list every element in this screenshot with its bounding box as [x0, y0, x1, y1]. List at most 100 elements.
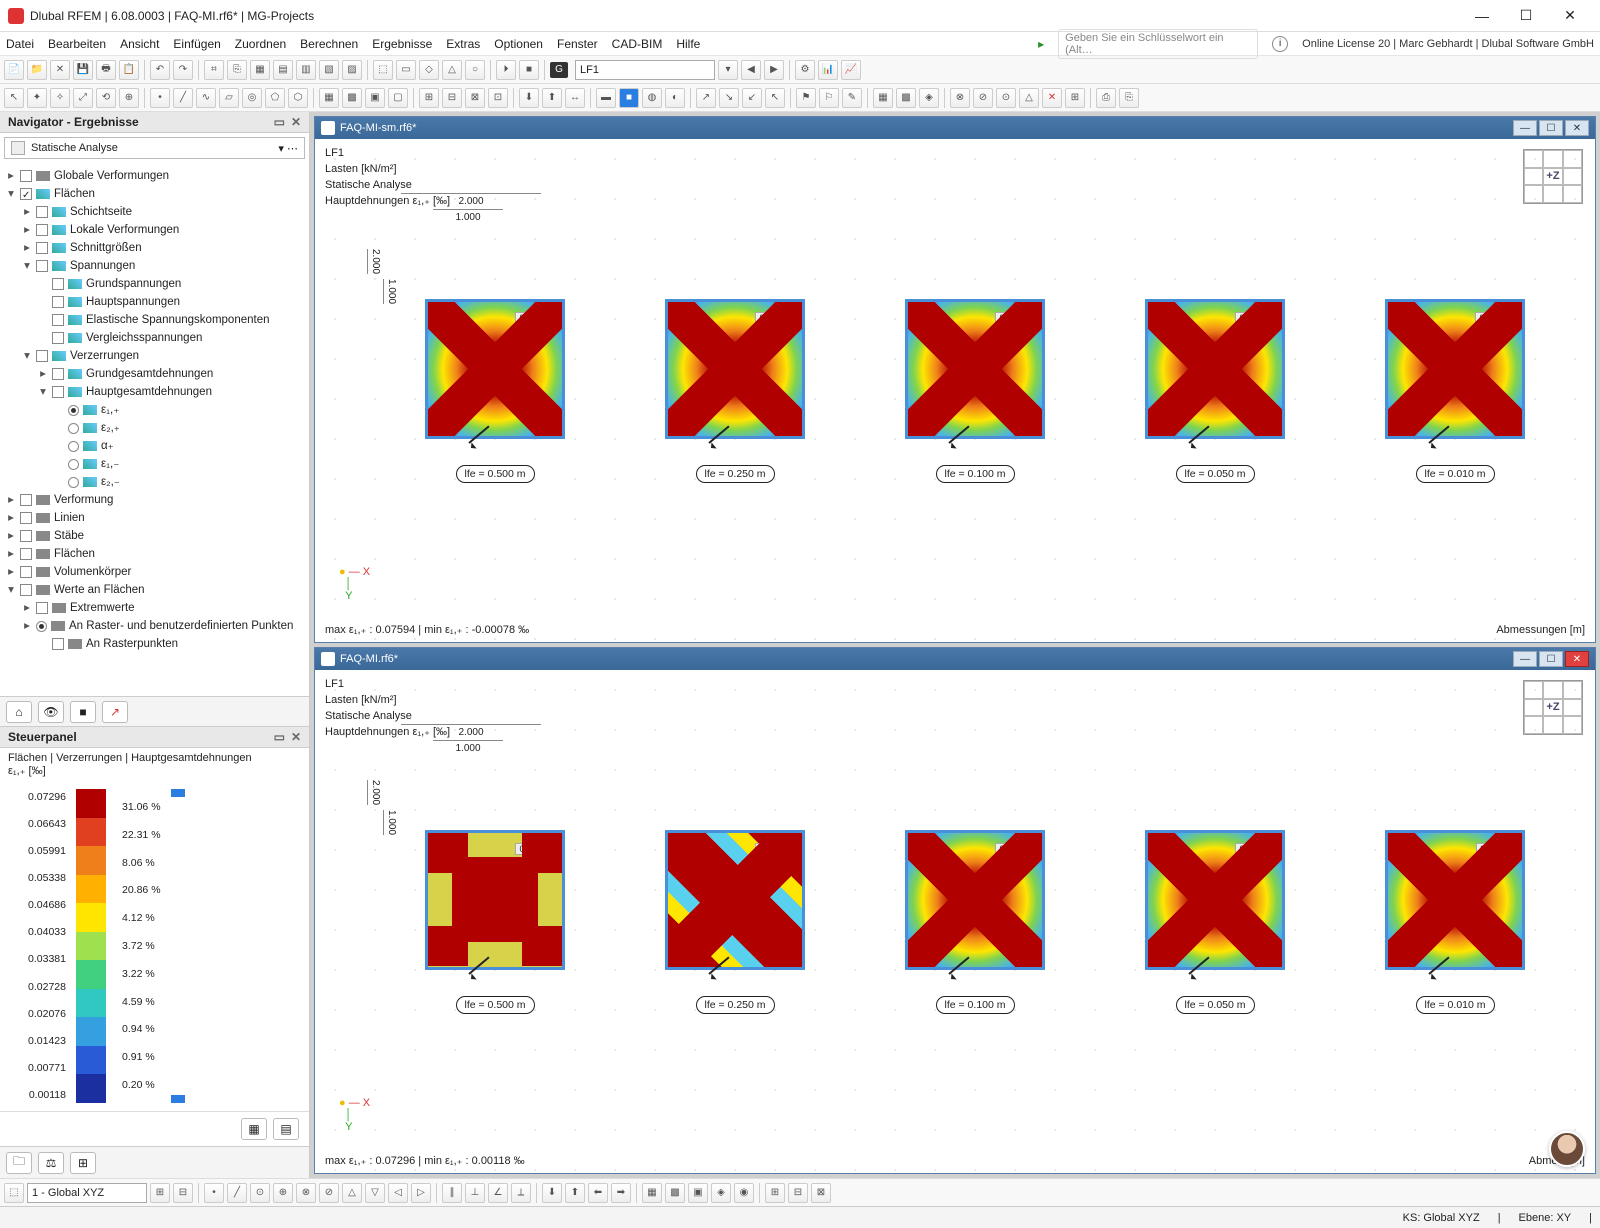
tool-button[interactable]: ⊗	[950, 88, 970, 108]
tool-button[interactable]: ✕	[1042, 88, 1062, 108]
tree-node[interactable]: ▸Grundgesamtdehnungen	[6, 365, 303, 383]
menu-item[interactable]: Ergebnisse	[372, 37, 432, 51]
tree-node[interactable]: ε₂,₊	[6, 419, 303, 437]
tree-node[interactable]: ▾Flächen	[6, 185, 303, 203]
tool-button[interactable]: ▤	[273, 60, 293, 80]
tab-icon[interactable]: 🗀	[6, 1152, 32, 1174]
tool-button[interactable]: ⊙	[996, 88, 1016, 108]
tool-button[interactable]: 📈	[841, 60, 861, 80]
tool-button[interactable]: ↘	[719, 88, 739, 108]
doc-min-button[interactable]: —	[1513, 651, 1537, 667]
tool-button[interactable]: ■	[519, 60, 539, 80]
tree-node[interactable]: ε₂,₋	[6, 473, 303, 491]
tool-button[interactable]: ↙	[742, 88, 762, 108]
tree-node[interactable]: ▸Stäbe	[6, 527, 303, 545]
tool-button[interactable]: ▥	[296, 60, 316, 80]
tree-node[interactable]: Grundspannungen	[6, 275, 303, 293]
tree-node[interactable]: An Rasterpunkten	[6, 635, 303, 653]
legend-settings-button[interactable]: ▦	[241, 1118, 267, 1140]
tab-icon[interactable]: ⚖	[38, 1152, 64, 1174]
tool-button[interactable]: △	[1019, 88, 1039, 108]
tool-button[interactable]: ⊞	[1065, 88, 1085, 108]
tool-button[interactable]: ↗	[696, 88, 716, 108]
tool-button[interactable]: ∿	[196, 88, 216, 108]
tree-node[interactable]: ▾Werte an Flächen	[6, 581, 303, 599]
tool-button[interactable]: ⎘	[227, 60, 247, 80]
menu-item[interactable]: Hilfe	[676, 37, 700, 51]
menu-item[interactable]: Berechnen	[300, 37, 358, 51]
maximize-button[interactable]: ☐	[1504, 2, 1548, 30]
tool-button[interactable]: ▦	[250, 60, 270, 80]
tree-node[interactable]: ε₁,₊	[6, 401, 303, 419]
doc-close-button[interactable]: ✕	[1565, 651, 1589, 667]
tree-node[interactable]: Vergleichsspannungen	[6, 329, 303, 347]
tool-button[interactable]: ⌗	[204, 60, 224, 80]
tool-button[interactable]: ▾	[718, 60, 738, 80]
tool-button[interactable]: ⬇	[519, 88, 539, 108]
minimize-button[interactable]: —	[1460, 2, 1504, 30]
tool-button[interactable]: ⤢	[73, 88, 93, 108]
tool-button[interactable]: ▶	[764, 60, 784, 80]
tool-button[interactable]: ⚐	[819, 88, 839, 108]
tree-node[interactable]: Hauptspannungen	[6, 293, 303, 311]
close-button[interactable]: ✕	[1548, 2, 1592, 30]
tool-button[interactable]: ○	[465, 60, 485, 80]
tool-button[interactable]: ▩	[896, 88, 916, 108]
tool-button[interactable]: ◍	[642, 88, 662, 108]
view-cube[interactable]: +Z	[1523, 149, 1583, 204]
tree-node[interactable]: ▸Volumenkörper	[6, 563, 303, 581]
tool-button[interactable]: ⎙	[1096, 88, 1116, 108]
menu-item[interactable]: Ansicht	[120, 37, 159, 51]
tree-node[interactable]: ε₁,₋	[6, 455, 303, 473]
tool-button[interactable]: ⊞	[419, 88, 439, 108]
result-tree[interactable]: ▸Globale Verformungen▾Flächen▸Schichtsei…	[0, 163, 309, 696]
tool-button[interactable]: ⎘	[1119, 88, 1139, 108]
tab-results-icon[interactable]: ↗	[102, 701, 128, 723]
tool-button[interactable]: ◇	[419, 60, 439, 80]
tree-node[interactable]: Elastische Spannungskomponenten	[6, 311, 303, 329]
tool-button[interactable]: ▦	[319, 88, 339, 108]
tree-node[interactable]: ▸Verformung	[6, 491, 303, 509]
tool-button[interactable]: ⏵	[496, 60, 516, 80]
tree-node[interactable]: ▸Schnittgrößen	[6, 239, 303, 257]
tool-button[interactable]: ◐	[665, 88, 685, 108]
tool-button[interactable]: ⟲	[96, 88, 116, 108]
tool-button[interactable]: ↶	[150, 60, 170, 80]
tool-button[interactable]: ◈	[919, 88, 939, 108]
tab-icon[interactable]: ⊞	[70, 1152, 96, 1174]
analysis-type-combo[interactable]: Statische Analyse ▾ ⋯	[4, 137, 305, 159]
doc-min-button[interactable]: —	[1513, 120, 1537, 136]
tool-button[interactable]: ▦	[873, 88, 893, 108]
tool-button[interactable]: △	[442, 60, 462, 80]
tool-button[interactable]: ✦	[27, 88, 47, 108]
legend-edit-button[interactable]: ▤	[273, 1118, 299, 1140]
panel-close-icon[interactable]: ✕	[291, 730, 301, 744]
tool-button[interactable]: 📄	[4, 60, 24, 80]
menu-item[interactable]: Fenster	[557, 37, 598, 51]
tool-button[interactable]: ✧	[50, 88, 70, 108]
tool-button[interactable]: ✕	[50, 60, 70, 80]
tool-button[interactable]: ✎	[842, 88, 862, 108]
tool-button[interactable]: ⊠	[465, 88, 485, 108]
menu-item[interactable]: Einfügen	[173, 37, 220, 51]
tool-button[interactable]: ▣	[365, 88, 385, 108]
tool-button[interactable]: ▧	[319, 60, 339, 80]
tab-data-icon[interactable]: ⌂	[6, 701, 32, 723]
menu-item[interactable]: Extras	[446, 37, 480, 51]
tool-button[interactable]: ⊕	[119, 88, 139, 108]
menu-item[interactable]: CAD-BIM	[612, 37, 663, 51]
loadcase-selector[interactable]: LF1	[575, 60, 715, 80]
tree-node[interactable]: ▸Flächen	[6, 545, 303, 563]
tool-button[interactable]: ◎	[242, 88, 262, 108]
tool-button[interactable]: ▬	[596, 88, 616, 108]
tool-button[interactable]: ⚑	[796, 88, 816, 108]
tree-node[interactable]: ▸Linien	[6, 509, 303, 527]
tool-button[interactable]: ↷	[173, 60, 193, 80]
tree-node[interactable]: ▾Hauptgesamtdehnungen	[6, 383, 303, 401]
panel-float-icon[interactable]: ▭	[274, 730, 285, 744]
tree-node[interactable]: α₊	[6, 437, 303, 455]
tool-button[interactable]: ▱	[219, 88, 239, 108]
tool-button[interactable]: •	[150, 88, 170, 108]
tool-button[interactable]: ▨	[342, 60, 362, 80]
tool-button[interactable]: ⊟	[442, 88, 462, 108]
